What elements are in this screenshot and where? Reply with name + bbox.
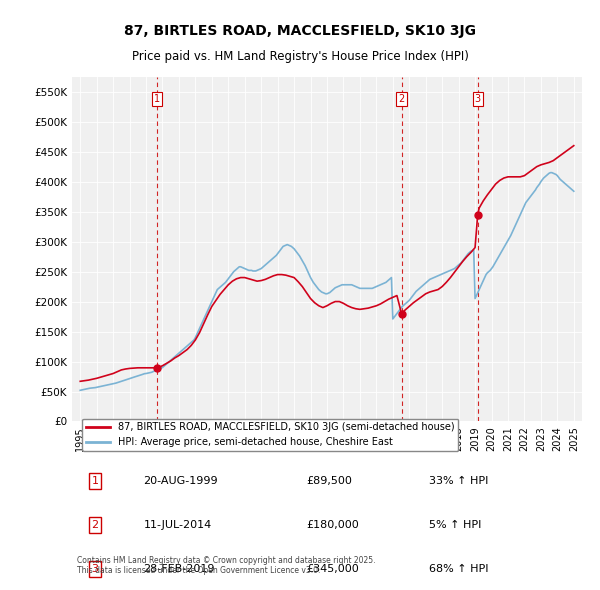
- Text: 68% ↑ HPI: 68% ↑ HPI: [429, 564, 488, 574]
- Text: 33% ↑ HPI: 33% ↑ HPI: [429, 476, 488, 486]
- Text: 28-FEB-2019: 28-FEB-2019: [143, 564, 215, 574]
- Text: 2: 2: [398, 94, 404, 104]
- Text: £89,500: £89,500: [307, 476, 352, 486]
- Text: 3: 3: [91, 564, 98, 574]
- Text: £345,000: £345,000: [307, 564, 359, 574]
- Text: Contains HM Land Registry data © Crown copyright and database right 2025.
This d: Contains HM Land Registry data © Crown c…: [77, 556, 376, 575]
- Text: 3: 3: [475, 94, 481, 104]
- Text: 5% ↑ HPI: 5% ↑ HPI: [429, 520, 481, 530]
- Text: Price paid vs. HM Land Registry's House Price Index (HPI): Price paid vs. HM Land Registry's House …: [131, 50, 469, 63]
- Text: 11-JUL-2014: 11-JUL-2014: [143, 520, 212, 530]
- Text: 87, BIRTLES ROAD, MACCLESFIELD, SK10 3JG: 87, BIRTLES ROAD, MACCLESFIELD, SK10 3JG: [124, 24, 476, 38]
- Text: 20-AUG-1999: 20-AUG-1999: [143, 476, 218, 486]
- Text: £180,000: £180,000: [307, 520, 359, 530]
- Text: 1: 1: [154, 94, 160, 104]
- Text: 1: 1: [91, 476, 98, 486]
- Legend: 87, BIRTLES ROAD, MACCLESFIELD, SK10 3JG (semi-detached house), HPI: Average pri: 87, BIRTLES ROAD, MACCLESFIELD, SK10 3JG…: [82, 418, 458, 451]
- Text: 2: 2: [91, 520, 98, 530]
